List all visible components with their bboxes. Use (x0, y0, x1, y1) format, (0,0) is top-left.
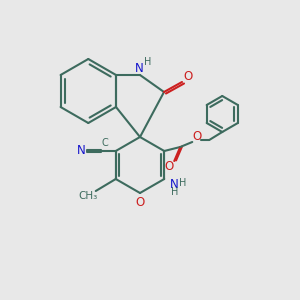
Text: N: N (170, 178, 178, 190)
Text: N: N (76, 145, 85, 158)
Text: N: N (135, 61, 143, 74)
Text: C: C (101, 138, 108, 148)
Text: CH₃: CH₃ (78, 191, 98, 201)
Text: H: H (171, 187, 178, 197)
Text: H: H (178, 178, 186, 188)
Text: O: O (193, 130, 202, 143)
Text: O: O (165, 160, 174, 172)
Text: O: O (183, 70, 193, 83)
Text: O: O (135, 196, 145, 208)
Text: H: H (144, 57, 152, 67)
